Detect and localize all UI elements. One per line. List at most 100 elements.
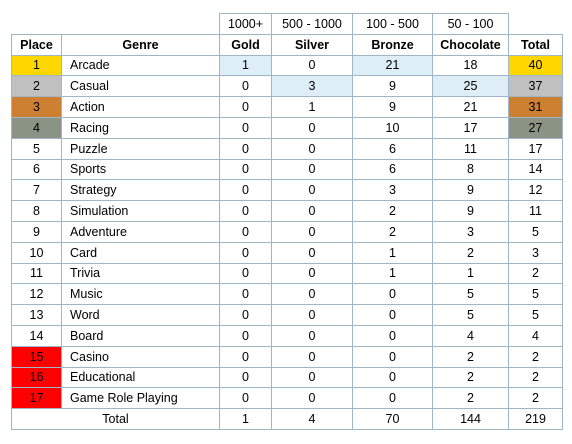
cell-bronze: 10 <box>352 116 433 139</box>
cell-genre: Board <box>61 324 220 347</box>
cell-total: 3 <box>508 241 563 264</box>
totals-row: Total 1 4 70 144 219 <box>11 408 563 430</box>
cell-total: 27 <box>508 116 563 139</box>
cell-gold: 0 <box>219 220 272 243</box>
cell-chocolate: 1 <box>432 262 509 285</box>
cell-place: 12 <box>11 283 62 306</box>
table-row: 3 Action 0 1 9 21 31 <box>11 96 563 118</box>
range-header-row: 1000+ 500 - 1000 100 - 500 50 - 100 <box>12 13 563 35</box>
cell-bronze: 0 <box>352 387 433 410</box>
cell-chocolate: 5 <box>432 304 509 326</box>
cell-bronze: 6 <box>352 158 433 181</box>
cell-silver: 0 <box>271 241 353 264</box>
cell-chocolate: 25 <box>432 75 509 98</box>
range-bronze: 100 - 500 <box>352 13 433 35</box>
cell-chocolate: 8 <box>432 158 509 181</box>
cell-silver: 0 <box>271 324 353 347</box>
cell-gold: 0 <box>219 179 272 202</box>
cell-genre: Racing <box>61 116 220 139</box>
cell-chocolate: 18 <box>432 54 509 77</box>
cell-gold: 0 <box>219 366 272 389</box>
table-row: 13 Word 0 0 0 5 5 <box>11 304 563 326</box>
genre-medal-table: 1000+ 500 - 1000 100 - 500 50 - 100 Plac… <box>11 13 563 430</box>
cell-total: 5 <box>508 220 563 243</box>
header-chocolate: Chocolate <box>432 33 509 56</box>
cell-genre: Word <box>61 304 220 326</box>
cell-genre: Simulation <box>61 200 220 222</box>
cell-silver: 1 <box>271 96 353 118</box>
cell-silver: 0 <box>271 158 353 181</box>
cell-gold: 0 <box>219 200 272 222</box>
cell-total: 37 <box>508 75 563 98</box>
cell-chocolate: 2 <box>432 387 509 410</box>
cell-bronze: 9 <box>352 75 433 98</box>
cell-place: 13 <box>11 304 62 326</box>
cell-total: 12 <box>508 179 563 202</box>
cell-silver: 0 <box>271 304 353 326</box>
range-chocolate: 50 - 100 <box>432 13 509 35</box>
cell-silver: 0 <box>271 220 353 243</box>
cell-total: 40 <box>508 54 563 77</box>
cell-total: 2 <box>508 387 563 410</box>
cell-place: 3 <box>11 96 62 118</box>
cell-place: 14 <box>11 324 62 347</box>
cell-bronze: 21 <box>352 54 433 77</box>
cell-total: 31 <box>508 96 563 118</box>
cell-genre: Card <box>61 241 220 264</box>
cell-gold: 0 <box>219 96 272 118</box>
cell-gold: 0 <box>219 304 272 326</box>
cell-place: 9 <box>11 220 62 243</box>
cell-total: 5 <box>508 283 563 306</box>
cell-gold: 0 <box>219 345 272 368</box>
cell-total: 14 <box>508 158 563 181</box>
cell-bronze: 6 <box>352 137 433 160</box>
cell-silver: 0 <box>271 262 353 285</box>
cell-gold: 0 <box>219 262 272 285</box>
cell-gold: 0 <box>219 116 272 139</box>
cell-total: 2 <box>508 345 563 368</box>
cell-chocolate: 4 <box>432 324 509 347</box>
range-gold: 1000+ <box>219 13 272 35</box>
cell-chocolate: 9 <box>432 200 509 222</box>
cell-genre: Adventure <box>61 220 220 243</box>
cell-total: 17 <box>508 137 563 160</box>
cell-chocolate: 5 <box>432 283 509 306</box>
cell-place: 6 <box>11 158 62 181</box>
cell-chocolate: 21 <box>432 96 509 118</box>
header-bronze: Bronze <box>352 33 433 56</box>
cell-genre: Trivia <box>61 262 220 285</box>
cell-total: 2 <box>508 366 563 389</box>
cell-chocolate: 3 <box>432 220 509 243</box>
cell-bronze: 0 <box>352 283 433 306</box>
cell-bronze: 0 <box>352 366 433 389</box>
cell-place: 2 <box>11 75 62 98</box>
table-row: 2 Casual 0 3 9 25 37 <box>11 75 563 98</box>
cell-bronze: 9 <box>352 96 433 118</box>
cell-chocolate: 9 <box>432 179 509 202</box>
cell-silver: 0 <box>271 200 353 222</box>
totals-label: Total <box>11 408 220 430</box>
cell-place: 15 <box>11 345 62 368</box>
table-row: 4 Racing 0 0 10 17 27 <box>11 116 563 139</box>
cell-bronze: 0 <box>352 324 433 347</box>
cell-bronze: 0 <box>352 304 433 326</box>
table-row: 12 Music 0 0 0 5 5 <box>11 283 563 306</box>
cell-chocolate: 17 <box>432 116 509 139</box>
total-gold: 1 <box>219 408 272 430</box>
table-row: 14 Board 0 0 0 4 4 <box>11 324 563 347</box>
cell-genre: Game Role Playing <box>61 387 220 410</box>
total-total: 219 <box>508 408 563 430</box>
header-gold: Gold <box>219 33 272 56</box>
cell-genre: Puzzle <box>61 137 220 160</box>
cell-silver: 0 <box>271 137 353 160</box>
cell-gold: 1 <box>219 54 272 77</box>
table-row: 17 Game Role Playing 0 0 0 2 2 <box>11 387 563 410</box>
table-row: 7 Strategy 0 0 3 9 12 <box>11 179 563 202</box>
table-row: 10 Card 0 0 1 2 3 <box>11 241 563 264</box>
table-row: 11 Trivia 0 0 1 1 2 <box>11 262 563 285</box>
header-place: Place <box>11 33 62 56</box>
cell-place: 11 <box>11 262 62 285</box>
cell-chocolate: 2 <box>432 241 509 264</box>
cell-silver: 0 <box>271 283 353 306</box>
cell-place: 17 <box>11 387 62 410</box>
